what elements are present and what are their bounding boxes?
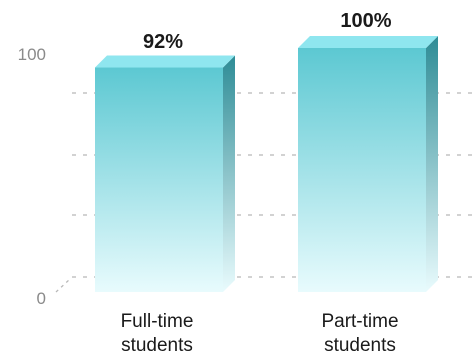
bar-side bbox=[426, 36, 438, 292]
bar-side bbox=[223, 55, 235, 292]
bar-cap bbox=[298, 36, 438, 48]
floor-line bbox=[55, 278, 71, 293]
labels: 0 100 92% 100% Full-time students Part-t… bbox=[18, 10, 399, 356]
category-label-full-time-line1: Full-time bbox=[121, 311, 194, 332]
category-label-part-time-line2: students bbox=[324, 335, 396, 356]
data-label-part-time: 100% bbox=[340, 10, 391, 32]
y-tick-label-100: 100 bbox=[18, 45, 46, 64]
data-label-full-time: 92% bbox=[143, 31, 183, 53]
category-label-full-time-line2: students bbox=[121, 335, 193, 356]
bar-part-time bbox=[298, 36, 438, 292]
y-tick-label-0: 0 bbox=[37, 289, 46, 308]
bar-cap bbox=[95, 55, 235, 68]
category-label-part-time-line1: Part-time bbox=[321, 311, 398, 332]
bar-face bbox=[298, 48, 426, 292]
bar-face bbox=[95, 67, 223, 293]
bars bbox=[95, 36, 438, 293]
bar-full-time bbox=[95, 55, 235, 293]
